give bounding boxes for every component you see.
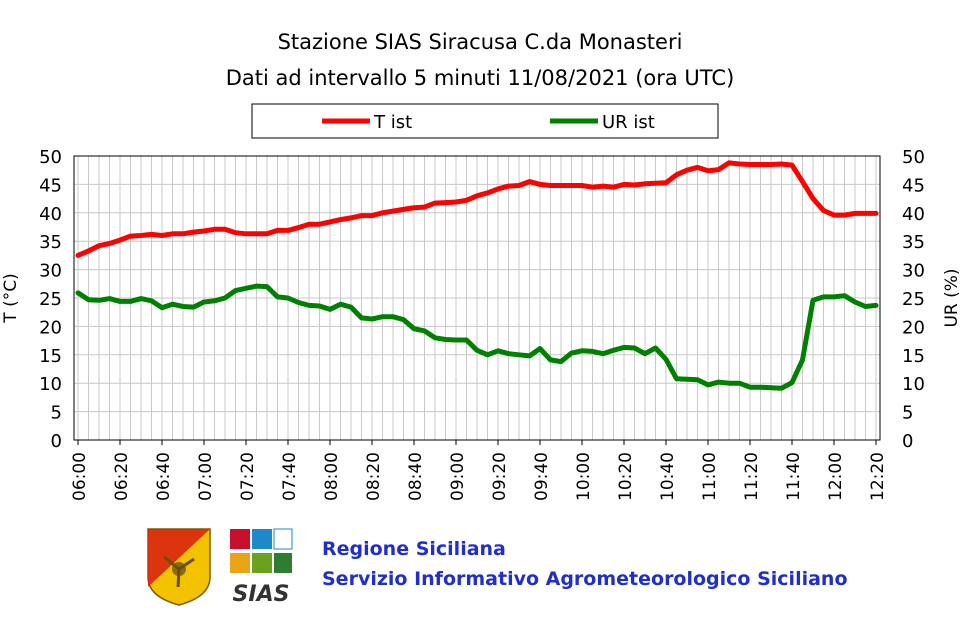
legend-label-t-ist: T ist — [373, 112, 412, 133]
x-tick-label: 06:20 — [112, 452, 132, 501]
y-tick-label-left: 40 — [39, 204, 62, 225]
x-tick-label: 10:00 — [574, 452, 594, 501]
y-tick-label-right: 40 — [902, 204, 925, 225]
x-tick-label: 11:00 — [700, 452, 720, 501]
y-tick-label-right: 25 — [902, 289, 925, 310]
series-line-ur-ist — [75, 283, 879, 391]
x-tick-label: 12:00 — [826, 452, 846, 501]
y-axis-left-label: T (°C) — [1, 273, 21, 323]
y-tick-label-right: 30 — [902, 261, 925, 282]
x-tick-label: 07:00 — [196, 452, 216, 501]
y-axis-right: 0 5 10 15 20 25 30 35 40 45 50 — [902, 147, 925, 452]
y-tick-label-left: 0 — [51, 431, 62, 452]
y-tick-label-left: 15 — [39, 346, 62, 367]
y-axis-left: 0 5 10 15 20 25 30 35 40 45 50 — [39, 147, 62, 452]
x-tick-label: 07:20 — [238, 452, 258, 501]
sias-logo-icon: SIAS — [230, 528, 293, 607]
series-line-t-ist — [75, 160, 879, 258]
x-tick-label: 11:40 — [784, 452, 804, 501]
y-tick-label-left: 5 — [51, 403, 62, 424]
y-axis-right-label: UR (%) — [942, 268, 960, 327]
x-tick-label: 08:20 — [364, 452, 384, 501]
footer-regione-siciliana: Regione Siciliana — [322, 538, 506, 560]
x-tick-label: 08:40 — [406, 452, 426, 501]
y-tick-label-right: 45 — [902, 175, 925, 196]
x-tick-label: 10:20 — [616, 452, 636, 501]
sias-logo-text: SIAS — [233, 582, 290, 607]
plot-area-frame — [73, 155, 881, 441]
x-tick-label: 09:00 — [448, 452, 468, 501]
grid-lines — [74, 155, 880, 441]
x-tick-label: 08:00 — [322, 452, 342, 501]
y-tick-label-left: 10 — [39, 374, 62, 395]
x-tick-label: 10:40 — [658, 452, 678, 501]
x-tick-label: 09:20 — [490, 452, 510, 501]
chart-title-line-2: Dati ad intervallo 5 minuti 11/08/2021 (… — [225, 66, 735, 90]
legend-label-ur-ist: UR ist — [602, 112, 655, 133]
series-lines — [75, 160, 879, 391]
y-tick-label-right: 35 — [902, 232, 925, 253]
y-tick-label-right: 50 — [902, 147, 925, 168]
y-tick-label-right: 10 — [902, 374, 925, 395]
y-tick-label-left: 30 — [39, 261, 62, 282]
x-tick-label: 07:40 — [280, 452, 300, 501]
y-tick-label-right: 15 — [902, 346, 925, 367]
x-tick-label: 12:20 — [868, 452, 888, 501]
line-chart: 0 5 10 15 20 25 30 35 40 45 50 0 5 10 15 20 25 30 35 40 45 5… — [1, 103, 960, 501]
x-tick-label: 06:40 — [154, 452, 174, 501]
y-tick-label-right: 0 — [902, 431, 913, 452]
chart-title-line-1: Stazione SIAS Siracusa C.da Monasteri — [277, 30, 683, 54]
y-tick-label-left: 35 — [39, 232, 62, 253]
regione-sicilia-coat-of-arms-icon — [147, 528, 211, 606]
y-tick-label-left: 20 — [39, 317, 62, 338]
y-tick-label-left: 50 — [39, 147, 62, 168]
footer-servizio-informativo: Servizio Informativo Agrometeorologico S… — [322, 568, 848, 590]
x-axis: 06:00 06:20 06:40 07:00 07:20 07:40 08:00 08:20… — [70, 440, 888, 501]
y-tick-label-right: 5 — [902, 403, 913, 424]
y-tick-label-left: 45 — [39, 175, 62, 196]
y-tick-label-right: 20 — [902, 317, 925, 338]
x-tick-label: 09:40 — [532, 452, 552, 501]
x-tick-label: 11:20 — [742, 452, 762, 501]
y-tick-label-left: 25 — [39, 289, 62, 310]
x-tick-label: 06:00 — [70, 452, 90, 501]
